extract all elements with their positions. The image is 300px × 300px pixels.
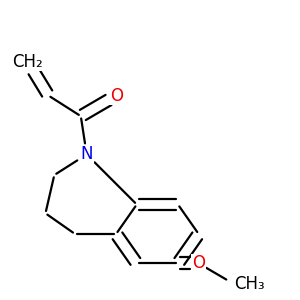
Text: O: O <box>192 254 205 272</box>
Text: N: N <box>80 146 93 164</box>
Text: CH₂: CH₂ <box>12 53 43 71</box>
Text: O: O <box>110 86 123 104</box>
Text: CH₃: CH₃ <box>234 275 265 293</box>
